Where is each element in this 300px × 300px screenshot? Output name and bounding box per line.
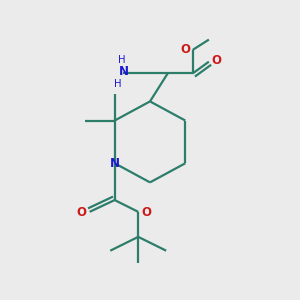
Text: H: H (118, 55, 126, 64)
Text: O: O (141, 206, 151, 219)
Text: O: O (77, 206, 87, 219)
Text: O: O (180, 43, 190, 56)
Text: N: N (118, 65, 128, 78)
Text: H: H (115, 79, 122, 89)
Text: O: O (212, 54, 222, 67)
Text: N: N (110, 157, 120, 170)
